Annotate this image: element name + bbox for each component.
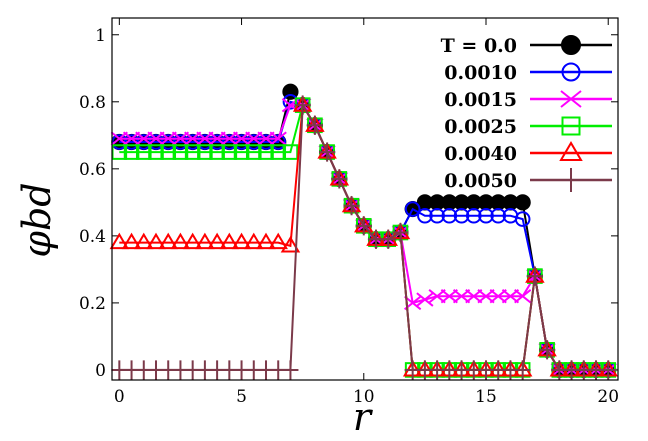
plot-frame <box>111 17 619 381</box>
y-tick-label: 1 <box>95 26 106 46</box>
data-point <box>600 360 617 380</box>
data-point <box>195 232 215 250</box>
x-tick-label: 20 <box>597 387 619 407</box>
data-point <box>270 144 287 160</box>
data-point <box>514 194 531 211</box>
legend-item: 0.0015 <box>444 89 612 111</box>
data-point <box>514 289 532 304</box>
legend-item: 0.0050 <box>444 168 612 192</box>
data-point <box>560 90 582 108</box>
data-point <box>561 116 581 136</box>
data-point <box>209 144 225 160</box>
data-point <box>170 232 191 250</box>
data-point <box>417 207 433 224</box>
data-point <box>146 232 166 250</box>
data-point <box>233 144 250 160</box>
data-point <box>380 229 397 249</box>
legend-label: 0.0050 <box>444 170 517 192</box>
data-point <box>441 207 458 224</box>
data-point <box>465 207 482 224</box>
data-point <box>294 95 311 115</box>
data-point <box>219 232 240 250</box>
data-point <box>207 232 227 250</box>
data-point <box>404 201 421 217</box>
data-point <box>514 360 531 380</box>
data-point <box>148 144 164 160</box>
x-tick-label: 10 <box>353 387 375 407</box>
data-point <box>514 211 531 227</box>
data-point <box>453 207 470 224</box>
tick-labels: 0 5 10 15 20 0 0.2 0.4 0.6 0.8 1 <box>79 26 619 407</box>
data-point <box>269 131 287 146</box>
data-point <box>343 196 360 216</box>
data-point <box>561 62 581 82</box>
data-point <box>160 144 177 160</box>
data-point <box>245 144 262 160</box>
data-point <box>158 232 178 250</box>
legend-item: T = 0.0 <box>441 35 612 57</box>
x-tick-label: 0 <box>114 387 125 407</box>
legend-label: 0.0010 <box>444 62 517 84</box>
data-point <box>268 232 288 250</box>
x-tick-label: 5 <box>236 387 247 407</box>
legend-item: 0.0040 <box>444 141 612 165</box>
data-point <box>331 169 348 189</box>
legend-label: 0.0040 <box>444 143 517 165</box>
data-point <box>282 144 299 160</box>
y-tick-label: 0.8 <box>79 93 106 113</box>
data-point <box>121 232 142 250</box>
data-point <box>172 144 189 160</box>
data-point <box>134 232 154 250</box>
y-axis-label: φbd <box>15 182 59 257</box>
y-tick-label: 0.6 <box>79 160 106 180</box>
data-point <box>319 142 336 162</box>
series-6 <box>111 95 617 380</box>
data-point <box>416 292 434 307</box>
data-point <box>490 207 507 224</box>
data-point <box>182 232 203 250</box>
y-axis-label-text: φbd <box>15 182 59 257</box>
data-point <box>561 35 581 55</box>
data-point <box>355 216 372 236</box>
legend-label: 0.0015 <box>444 89 517 111</box>
data-point <box>197 144 213 160</box>
data-point <box>429 207 445 224</box>
data-point <box>135 144 152 160</box>
y-tick-label: 0.2 <box>79 294 106 314</box>
data-point <box>221 144 238 160</box>
data-point <box>392 222 409 243</box>
data-point <box>184 144 201 160</box>
legend-item: 0.0010 <box>444 62 612 84</box>
data-point <box>282 360 299 380</box>
data-point <box>109 232 130 250</box>
y-tick-label: 0.4 <box>79 227 106 247</box>
legend: T = 0.0 0.0010 0.0015 0.0025 0.0040 0.0050 <box>441 35 612 192</box>
data-point <box>561 168 581 192</box>
data-point <box>559 141 583 161</box>
plot-area <box>109 83 618 380</box>
legend-label: T = 0.0 <box>441 35 517 57</box>
data-point <box>306 115 323 135</box>
legend-item: 0.0025 <box>444 116 612 138</box>
y-tick-label: 0 <box>95 361 106 381</box>
data-point <box>231 232 252 250</box>
x-tick-label: 15 <box>475 387 497 407</box>
series-2 <box>111 93 617 378</box>
data-point <box>280 235 301 253</box>
data-point <box>526 266 543 286</box>
x-axis-label: r <box>353 395 374 439</box>
data-point <box>123 144 140 160</box>
data-point <box>256 232 276 250</box>
data-point <box>478 207 494 224</box>
legend-label: 0.0025 <box>444 116 517 138</box>
data-point <box>244 232 264 250</box>
data-point <box>539 340 556 360</box>
data-point <box>258 144 274 160</box>
